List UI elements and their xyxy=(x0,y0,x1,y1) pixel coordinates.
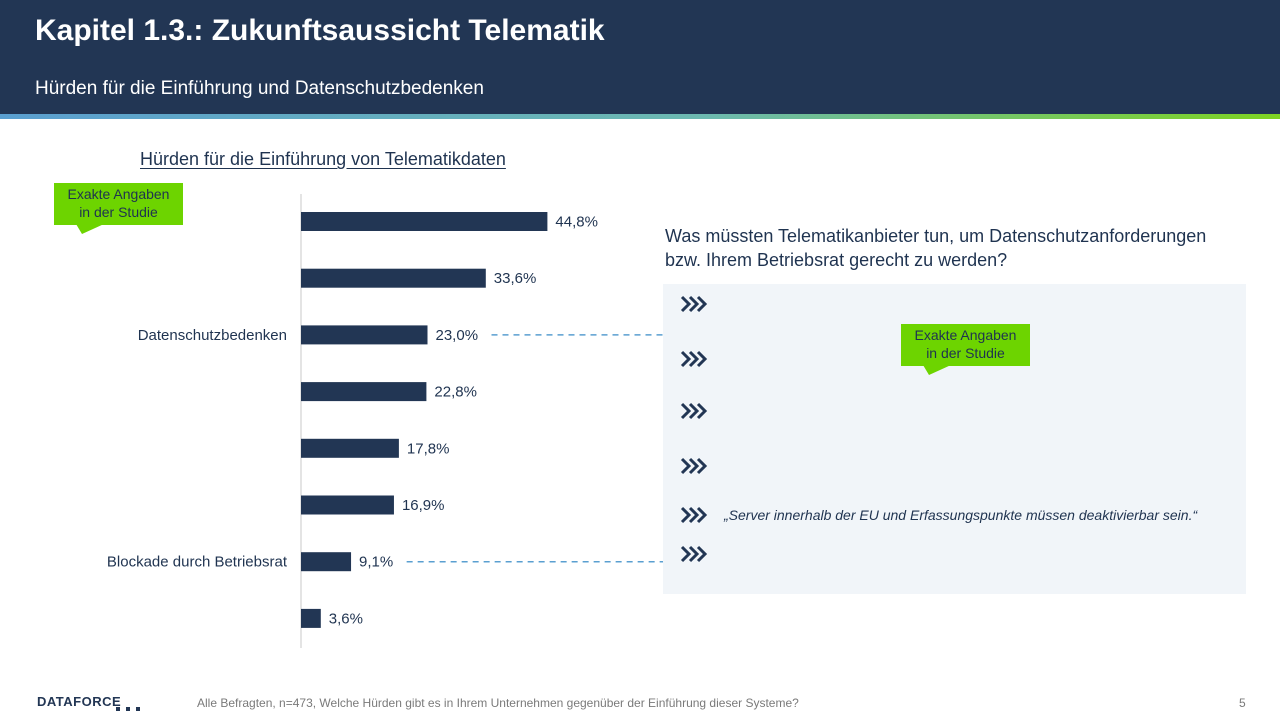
bar-1 xyxy=(301,268,486,288)
header-banner: Kapitel 1.3.: Zukunftsaussicht Telematik… xyxy=(0,0,1280,114)
quote-text: „Server innerhalb der EU und Erfassungsp… xyxy=(724,507,1198,523)
bar-2 xyxy=(301,325,428,345)
triple-chevron-icon xyxy=(680,295,708,313)
bar-chart: 44,8% 33,6% 23,0% Datenschutzbedenken 22,8% 1… xyxy=(107,194,663,648)
bar-value-label-5: 16,9% xyxy=(402,497,445,514)
triple-chevron-icon xyxy=(680,506,708,524)
bar-6 xyxy=(301,552,352,572)
page-title: Kapitel 1.3.: Zukunftsaussicht Telematik xyxy=(35,14,605,47)
exact-values-callout-right: Exakte Angaben in der Studie xyxy=(901,324,1030,375)
dataforce-logo: DATAFORCE xyxy=(37,694,122,709)
category-label-6: Blockade durch Betriebsrat xyxy=(107,554,288,571)
bar-value-label-7: 3,6% xyxy=(329,610,363,627)
bar-4 xyxy=(301,438,399,458)
triple-chevron-icon xyxy=(680,457,708,475)
chart-title: Hürden für die Einführung von Telematikd… xyxy=(140,149,506,169)
bar-value-label-4: 17,8% xyxy=(407,440,450,457)
triple-chevron-icon xyxy=(680,545,708,563)
bar-7 xyxy=(301,608,321,628)
page-number: 5 xyxy=(1239,696,1246,710)
bar-value-label-0: 44,8% xyxy=(555,214,598,231)
logo-dots-icon xyxy=(116,707,140,711)
question-text: Was müssten Telematikanbieter tun, um Da… xyxy=(665,226,1207,270)
bar-0 xyxy=(301,212,548,231)
header-gradient-divider xyxy=(0,114,1280,119)
bar-value-label-3: 22,8% xyxy=(434,384,477,401)
bar-value-label-6: 9,1% xyxy=(359,554,393,571)
bar-value-label-1: 33,6% xyxy=(494,270,537,287)
triple-chevron-icon xyxy=(680,402,708,420)
footer-note: Alle Befragten, n=473, Welche Hürden gib… xyxy=(197,696,799,710)
triple-chevron-icon xyxy=(680,350,708,368)
exact-values-callout-left: Exakte Angaben in der Studie xyxy=(54,183,183,234)
page-subtitle: Hürden für die Einführung und Datenschut… xyxy=(35,78,484,99)
bar-5 xyxy=(301,495,394,515)
bar-3 xyxy=(301,382,427,402)
category-label-2: Datenschutzbedenken xyxy=(138,327,287,344)
bar-value-label-2: 23,0% xyxy=(436,327,479,344)
